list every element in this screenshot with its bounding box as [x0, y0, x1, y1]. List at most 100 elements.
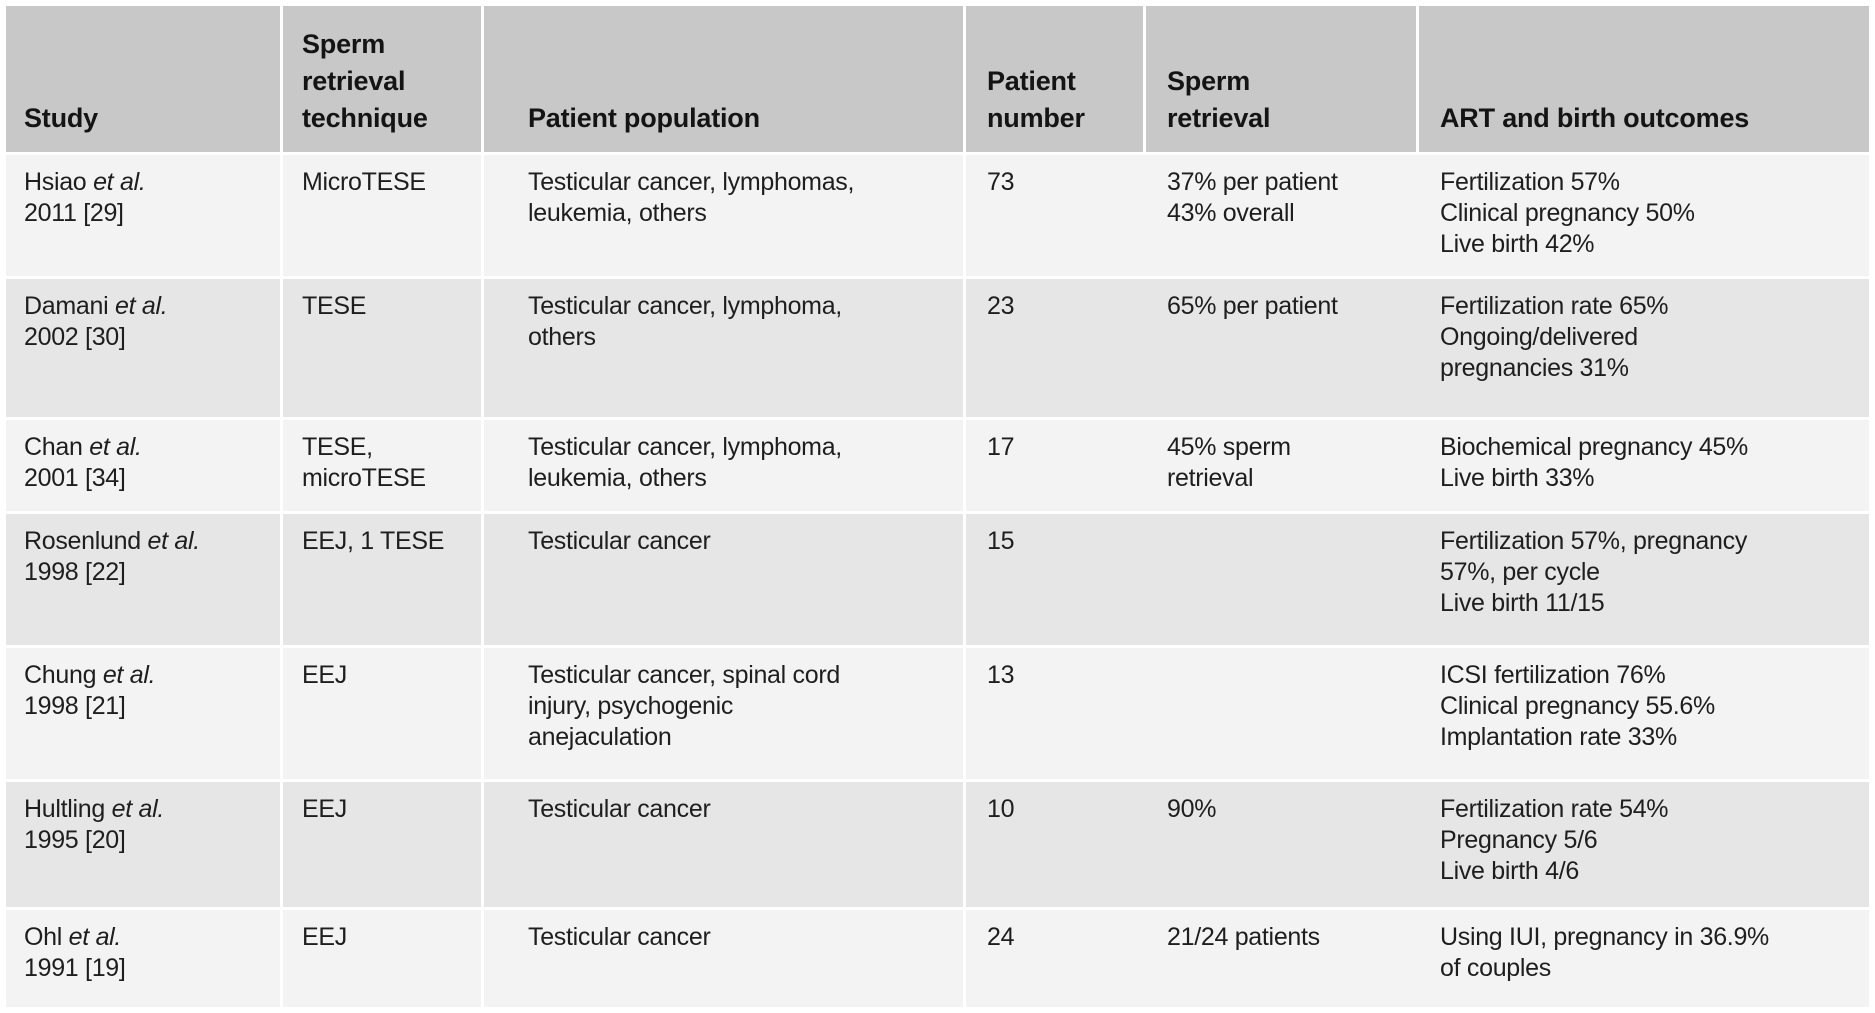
- cell-line: ICSI fertilization 76%: [1440, 661, 1666, 689]
- table-body: Hsiao et al. 2011 [29] MicroTESE Testicu…: [6, 155, 1869, 1007]
- technique-cell: EEJ, 1 TESE: [280, 514, 481, 645]
- patient-number-cell: 24: [963, 910, 1143, 1007]
- cell-line: others: [528, 323, 596, 351]
- cell-line: Sperm: [1167, 66, 1251, 96]
- cell-line: leukemia, others: [528, 464, 707, 492]
- cell-line: injury, psychogenic: [528, 692, 734, 720]
- cell-line: Patient: [987, 66, 1076, 96]
- study-year: 2001 [34]: [24, 464, 126, 492]
- outcomes-cell: Using IUI, pregnancy in 36.9% of couples: [1416, 910, 1869, 1007]
- sperm-retrieval-cell: 65% per patient: [1143, 279, 1416, 417]
- study-cell: Hultling et al. 1995 [20]: [6, 782, 280, 907]
- study-year: 1998 [21]: [24, 692, 126, 720]
- population-cell: Testicular cancer, lymphomas, leukemia, o…: [481, 155, 963, 276]
- cell-line: Sperm: [302, 29, 386, 59]
- study-name: Hultling: [24, 795, 105, 823]
- cell-line: Chung et al.: [24, 660, 280, 691]
- cell-line: Live birth 42%: [1440, 230, 1595, 258]
- cell-line: EEJ: [302, 795, 347, 823]
- cell-line: 45% sperm: [1167, 433, 1291, 461]
- technique-cell: EEJ: [280, 782, 481, 907]
- technique-cell: EEJ: [280, 910, 481, 1007]
- cell-line: TESE: [302, 292, 367, 320]
- patient-number-cell: 13: [963, 648, 1143, 779]
- cell-line: 57%, per cycle: [1440, 558, 1600, 586]
- technique-cell: EEJ: [280, 648, 481, 779]
- cell-line: leukemia, others: [528, 199, 707, 227]
- study-etal: et al.: [115, 292, 168, 320]
- study-cell: Damani et al. 2002 [30]: [6, 279, 280, 417]
- outcomes-cell: Fertilization 57%, pregnancy 57%, per cyc…: [1416, 514, 1869, 645]
- study-etal: et al.: [89, 433, 142, 461]
- outcomes-cell: Fertilization rate 65% Ongoing/delivered p…: [1416, 279, 1869, 417]
- sperm-retrieval-cell: 90%: [1143, 782, 1416, 907]
- cell-line: Pregnancy 5/6: [1440, 826, 1598, 854]
- cell-line: anejaculation: [528, 723, 672, 751]
- table-header: Study Sperm retrieval technique Patient po…: [6, 6, 1869, 152]
- patient-number-cell: 10: [963, 782, 1143, 907]
- cell-line: Testicular cancer, spinal cord: [528, 661, 840, 689]
- header-cell-outcomes: ART and birth outcomes: [1416, 6, 1869, 152]
- cell-line: 65% per patient: [1167, 292, 1338, 320]
- cell-line: EEJ: [302, 923, 347, 951]
- header-cell-population: Patient population: [481, 6, 963, 152]
- cell-line: Live birth 4/6: [1440, 857, 1579, 885]
- outcomes-cell: ICSI fertilization 76% Clinical pregnancy…: [1416, 648, 1869, 779]
- study-etal: et al.: [111, 795, 165, 823]
- population-cell: Testicular cancer, lymphoma, leukemia, ot…: [481, 420, 963, 511]
- cell-line: Testicular cancer, lymphoma,: [528, 292, 842, 320]
- cell-line: 21/24 patients: [1167, 923, 1320, 951]
- table-row: Chung et al. 1998 [21] EEJ Testicular ca…: [6, 648, 1869, 779]
- study-year: 2002 [30]: [24, 323, 126, 351]
- cell-line: Hsiao et al.: [24, 167, 280, 198]
- cell-line: 37% per patient: [1167, 168, 1338, 196]
- sperm-retrieval-cell: [1143, 648, 1416, 779]
- cell-line: Testicular cancer, lymphoma,: [528, 433, 842, 461]
- cell-line: of couples: [1440, 954, 1551, 982]
- header-cell-technique: Sperm retrieval technique: [280, 6, 481, 152]
- cell-line: EEJ, 1 TESE: [302, 527, 445, 555]
- study-name: Damani: [24, 292, 109, 320]
- table-row: Ohl et al. 1991 [19] EEJ Testicular canc…: [6, 910, 1869, 1007]
- population-cell: Testicular cancer: [481, 910, 963, 1007]
- cell-line: Fertilization 57%: [1440, 168, 1620, 196]
- study-etal: et al.: [93, 168, 146, 196]
- cell-line: 43% overall: [1167, 199, 1295, 227]
- cell-line: Live birth 33%: [1440, 464, 1595, 492]
- study-name: Chung: [24, 661, 97, 689]
- cell-line: Ohl et al.: [24, 922, 280, 953]
- cell-line: Study: [24, 103, 99, 133]
- patient-number-cell: 17: [963, 420, 1143, 511]
- cell-line: Hultling et al.: [24, 794, 280, 825]
- patient-number-cell: 15: [963, 514, 1143, 645]
- cell-line: Rosenlund et al.: [24, 526, 280, 557]
- cell-line: TESE,: [302, 433, 373, 461]
- study-cell: Hsiao et al. 2011 [29]: [6, 155, 280, 276]
- cell-line: Live birth 11/15: [1440, 589, 1605, 617]
- sperm-retrieval-cell: 37% per patient 43% overall: [1143, 155, 1416, 276]
- cell-line: Chan et al.: [24, 432, 280, 463]
- cell-line: Testicular cancer: [528, 923, 711, 951]
- study-name: Hsiao: [24, 168, 87, 196]
- cell-line: retrieval: [1167, 464, 1254, 492]
- study-cell: Rosenlund et al. 1998 [22]: [6, 514, 280, 645]
- population-cell: Testicular cancer, lymphoma, others: [481, 279, 963, 417]
- cell-line: retrieval: [302, 66, 406, 96]
- population-cell: Testicular cancer: [481, 782, 963, 907]
- cell-line: MicroTESE: [302, 168, 426, 196]
- cell-line: Ongoing/delivered: [1440, 323, 1638, 351]
- cell-line: microTESE: [302, 464, 426, 492]
- table-row: Damani et al. 2002 [30] TESE Testicular …: [6, 279, 1869, 417]
- patient-number-cell: 73: [963, 155, 1143, 276]
- study-year: 1998 [22]: [24, 558, 126, 586]
- cell-line: Testicular cancer, lymphomas,: [528, 168, 855, 196]
- sperm-retrieval-cell: [1143, 514, 1416, 645]
- table-row: Chan et al. 2001 [34] TESE, microTESE Tes…: [6, 420, 1869, 511]
- cell-line: retrieval: [1167, 103, 1271, 133]
- study-etal: et al.: [68, 923, 122, 951]
- cell-line: 90%: [1167, 795, 1217, 823]
- technique-cell: TESE: [280, 279, 481, 417]
- header-cell-study: Study: [6, 6, 280, 152]
- study-etal: et al.: [147, 527, 201, 555]
